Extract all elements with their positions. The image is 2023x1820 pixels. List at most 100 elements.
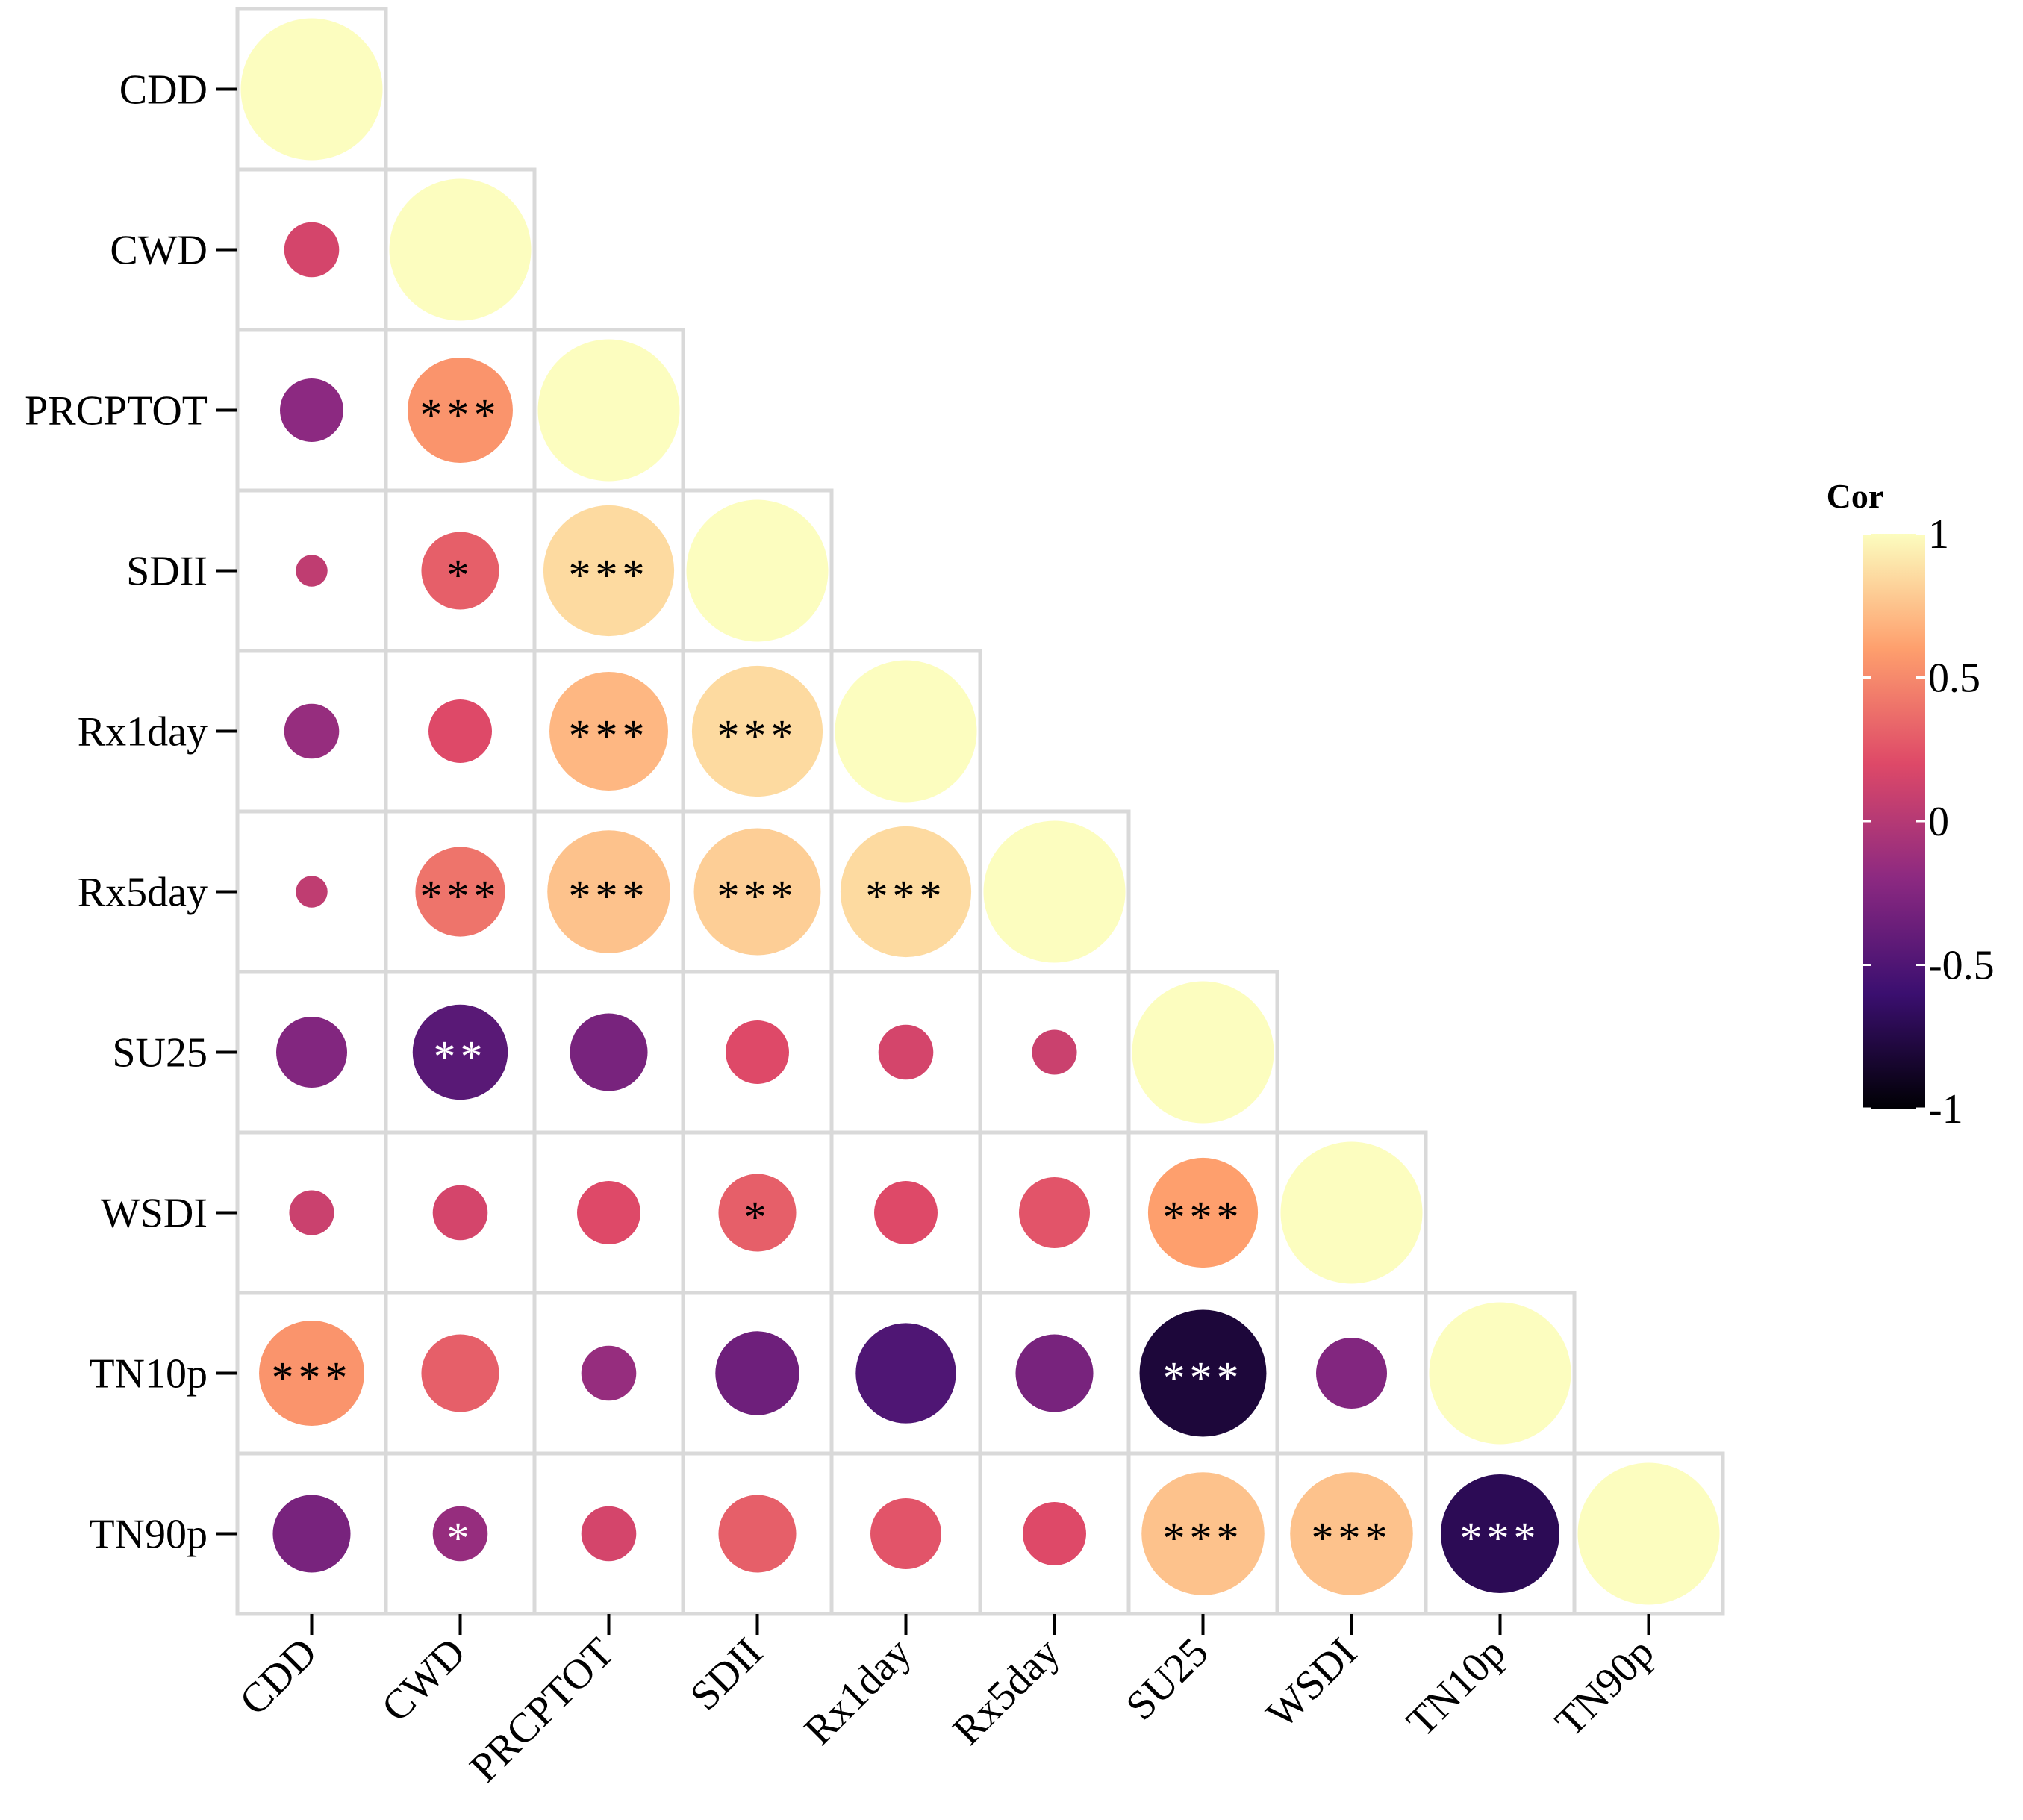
- significance-label: ***: [569, 711, 649, 761]
- corr-circle-TN10p-Rx5day: [1015, 1334, 1094, 1412]
- corr-circle-TN90p-CDD: [272, 1495, 351, 1573]
- corr-circle-SDII-CDD: [296, 555, 328, 587]
- significance-label: ***: [569, 872, 649, 921]
- colorbar: [1863, 534, 1925, 1109]
- corr-circle-PRCPTOT-CDD: [280, 378, 343, 442]
- x-tick-label: TN10p: [1398, 1629, 1515, 1745]
- colorbar-tick-label: -0.5: [1928, 943, 1995, 989]
- corr-circle-TN10p-WSDI: [1316, 1338, 1387, 1409]
- corr-circle-SU25-Rx5day: [1032, 1029, 1077, 1075]
- y-tick-label: TN10p: [89, 1351, 208, 1397]
- corr-circle-Rx5day-Rx5day: [983, 820, 1126, 963]
- significance-label: ***: [569, 551, 649, 600]
- significance-label: ***: [866, 872, 947, 921]
- significance-label: *: [447, 551, 474, 600]
- corr-circle-SU25-Rx1day: [878, 1024, 934, 1080]
- x-tick-label: CDD: [231, 1629, 325, 1724]
- significance-label: ***: [1163, 1353, 1244, 1403]
- x-tick-label: CWD: [373, 1629, 474, 1730]
- corr-circle-Rx5day-CDD: [296, 876, 328, 908]
- corr-circle-SU25-SDII: [726, 1020, 789, 1084]
- corr-circle-SDII-SDII: [686, 499, 829, 642]
- x-tick-label: SU25: [1118, 1629, 1218, 1729]
- corr-circle-WSDI-CDD: [289, 1190, 334, 1235]
- corr-circle-TN90p-Rx1day: [870, 1498, 941, 1569]
- colorbar-tick-label: 0.5: [1928, 655, 1980, 702]
- corr-circle-SU25-PRCPTOT: [570, 1013, 648, 1091]
- corr-circle-Rx5day-CWD: [415, 847, 505, 937]
- significance-label: *: [447, 1514, 474, 1563]
- y-tick-label: SDII: [126, 549, 208, 595]
- corr-circle-TN90p-CWD: [432, 1506, 488, 1562]
- significance-label: ***: [717, 711, 798, 761]
- corr-circle-Rx1day-Rx1day: [835, 660, 977, 803]
- y-tick-label: WSDI: [101, 1191, 208, 1237]
- significance-label: ***: [420, 390, 501, 440]
- axes: CDDCWDPRCPTOTSDIIRx1dayRx5daySU25WSDITN1…: [25, 67, 1663, 1792]
- corr-circle-CWD-CDD: [284, 222, 340, 278]
- corr-circle-SDII-CWD: [421, 532, 499, 610]
- corr-circle-SU25-CDD: [276, 1017, 347, 1088]
- corr-circle-WSDI-Rx1day: [874, 1181, 938, 1244]
- corr-circle-SDII-PRCPTOT: [543, 505, 675, 637]
- corr-circle-CWD-CWD: [389, 178, 532, 321]
- significance-label: *: [744, 1193, 771, 1242]
- x-tick-label: Rx1day: [796, 1629, 920, 1754]
- corr-circle-Rx1day-CWD: [428, 699, 492, 763]
- significance-label: ***: [1460, 1514, 1541, 1563]
- y-tick-label: SU25: [112, 1030, 208, 1076]
- corr-circle-TN90p-TN10p: [1441, 1474, 1559, 1593]
- corr-circle-TN90p-WSDI: [1290, 1472, 1413, 1595]
- corr-circle-Rx1day-SDII: [691, 665, 823, 797]
- corr-circle-WSDI-SDII: [718, 1174, 797, 1252]
- colorbar-legend: Cor 1 0.5 0 -0.5 -1: [1827, 477, 1995, 1132]
- corr-circle-CDD-CDD: [240, 18, 383, 161]
- corr-circle-TN10p-TN10p: [1429, 1302, 1571, 1445]
- x-tick-label: WSDI: [1258, 1629, 1366, 1737]
- significance-label: ***: [1312, 1514, 1392, 1563]
- corr-circle-PRCPTOT-CWD: [408, 358, 513, 463]
- significance-label: ***: [1163, 1514, 1244, 1563]
- significance-label: ***: [420, 872, 501, 921]
- corr-circle-TN10p-PRCPTOT: [581, 1345, 637, 1401]
- corr-circle-PRCPTOT-PRCPTOT: [537, 339, 680, 482]
- corr-circle-TN10p-CDD: [259, 1321, 364, 1426]
- corr-circle-TN90p-SU25: [1141, 1472, 1265, 1595]
- y-tick-label: PRCPTOT: [25, 388, 208, 434]
- corr-circle-WSDI-SU25: [1147, 1157, 1259, 1268]
- colorbar-tick-label: 0: [1928, 799, 1949, 845]
- y-tick-label: CDD: [119, 67, 208, 113]
- colorbar-tick-label: -1: [1928, 1086, 1963, 1132]
- significance-label: ***: [272, 1353, 352, 1403]
- significance-label: ***: [1163, 1193, 1244, 1242]
- x-tick-label: Rx5day: [944, 1629, 1069, 1754]
- corr-circle-WSDI-PRCPTOT: [577, 1181, 640, 1244]
- y-tick-label: CWD: [110, 228, 208, 274]
- corr-circle-Rx5day-PRCPTOT: [547, 830, 670, 953]
- corr-circle-TN10p-SDII: [715, 1331, 799, 1415]
- significance-label: **: [434, 1032, 487, 1082]
- colorbar-title: Cor: [1827, 477, 1884, 515]
- x-tick-label: SDII: [682, 1629, 772, 1719]
- corr-circle-SU25-SU25: [1132, 981, 1274, 1124]
- corr-circle-Rx5day-SDII: [693, 828, 821, 956]
- y-tick-label: Rx5day: [78, 870, 208, 916]
- corr-circle-WSDI-WSDI: [1280, 1141, 1423, 1284]
- correlation-circles: **** ****** ****** *** *** ****** ****** **** **…: [240, 18, 1720, 1605]
- corr-circle-TN10p-SU25: [1139, 1309, 1267, 1437]
- x-tick-label: TN90p: [1547, 1629, 1663, 1745]
- y-tick-label: TN90p: [89, 1512, 208, 1558]
- corr-circle-TN90p-PRCPTOT: [581, 1506, 637, 1562]
- corr-circle-TN90p-TN90p: [1577, 1462, 1720, 1605]
- corr-circle-WSDI-CWD: [432, 1185, 488, 1241]
- colorbar-tick-label: 1: [1928, 511, 1949, 558]
- corr-circle-TN10p-Rx1day: [855, 1323, 956, 1424]
- y-tick-label: Rx1day: [78, 709, 208, 755]
- corr-circle-Rx5day-Rx1day: [840, 826, 972, 958]
- x-tick-label: PRCPTOT: [461, 1629, 623, 1791]
- corr-circle-TN90p-SDII: [718, 1495, 797, 1573]
- corr-circle-TN10p-CWD: [421, 1334, 499, 1412]
- corr-circle-WSDI-Rx5day: [1019, 1177, 1090, 1248]
